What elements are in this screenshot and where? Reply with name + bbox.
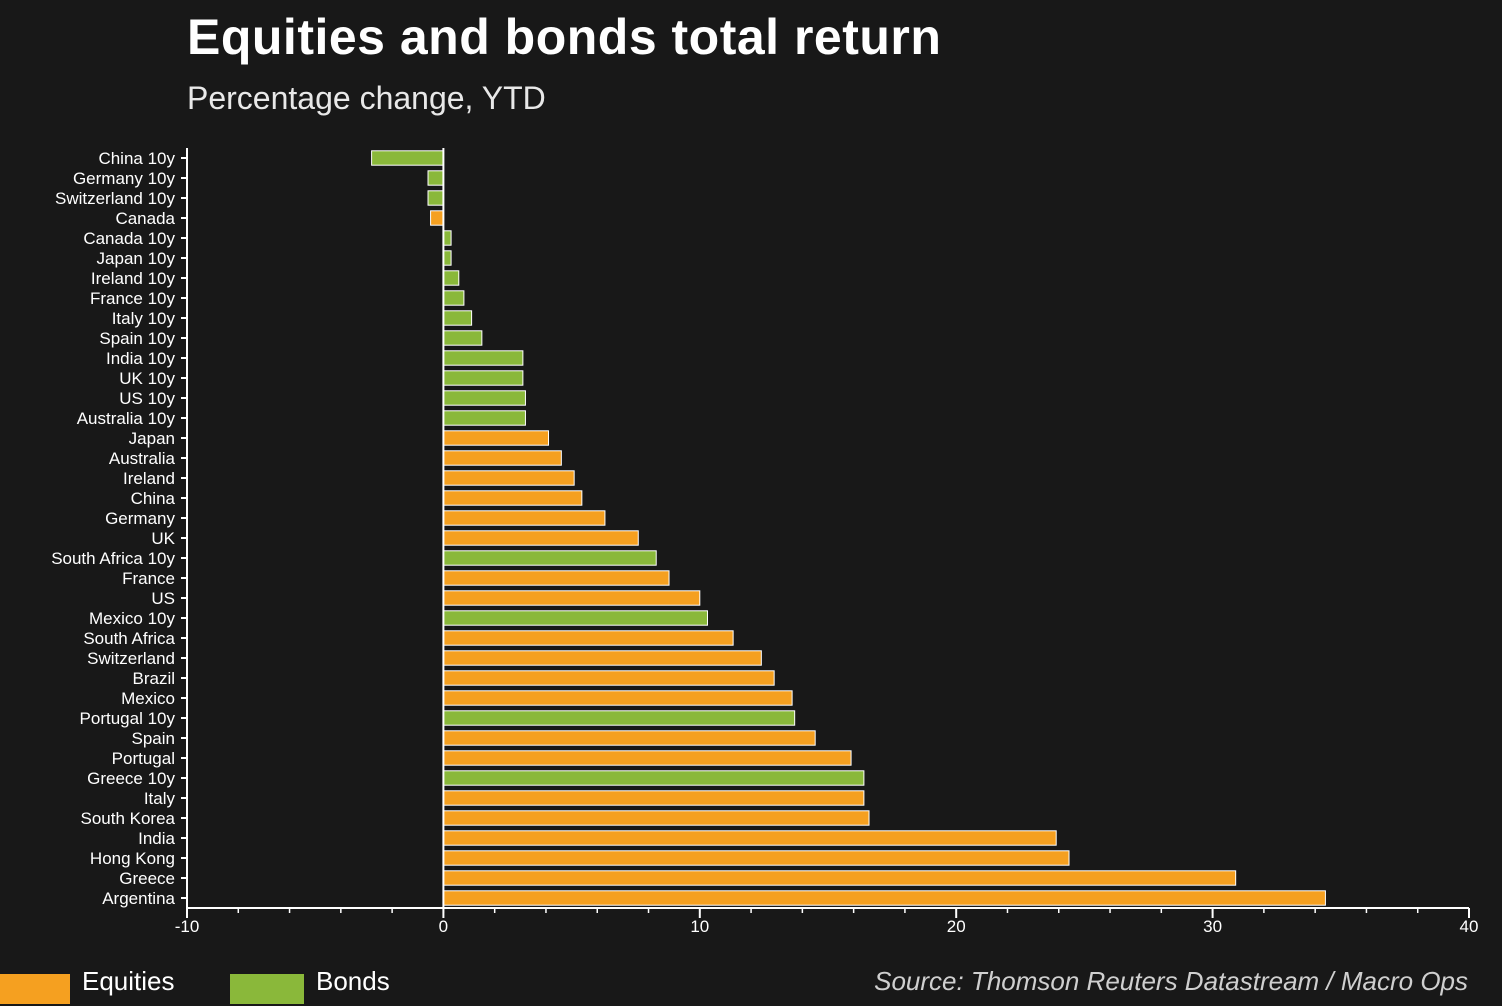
bar [442, 650, 762, 666]
y-tick-label: China [131, 489, 176, 508]
legend-label-bonds: Bonds [316, 966, 390, 996]
x-tick-label: 0 [439, 917, 448, 936]
x-tick-label: 10 [690, 917, 709, 936]
x-tick-label: -10 [175, 917, 200, 936]
y-tick-label: South Korea [80, 809, 175, 828]
y-tick-label: Mexico [121, 689, 175, 708]
y-tick-label: Greece 10y [87, 769, 175, 788]
bar [442, 370, 524, 386]
y-tick-label: US 10y [119, 389, 175, 408]
y-tick-label: Portugal 10y [80, 709, 176, 728]
y-tick-label: Hong Kong [90, 849, 175, 868]
legend-label-equities: Equities [82, 966, 175, 996]
y-tick-label: US [151, 589, 175, 608]
bar [442, 630, 734, 646]
chart-subtitle: Percentage change, YTD [187, 80, 546, 116]
bar [430, 210, 444, 226]
bar [442, 870, 1237, 886]
bar [442, 290, 465, 306]
y-tick-label: Portugal [112, 749, 175, 768]
x-tick-label: 20 [947, 917, 966, 936]
y-tick-label: India 10y [106, 349, 175, 368]
y-tick-label: South Africa 10y [51, 549, 175, 568]
bar [427, 170, 444, 186]
bar [442, 350, 524, 366]
source-note: Source: Thomson Reuters Datastream / Mac… [874, 966, 1468, 996]
chart-title: Equities and bonds total return [187, 9, 942, 65]
bar [442, 490, 583, 506]
y-tick-label: China 10y [98, 149, 175, 168]
y-tick-label: Italy [144, 789, 176, 808]
y-tick-label: India [138, 829, 175, 848]
legend-swatch-equities [0, 974, 70, 1004]
y-tick-label: Switzerland 10y [55, 189, 176, 208]
y-tick-label: Mexico 10y [89, 609, 175, 628]
bar [442, 590, 701, 606]
bar [442, 890, 1326, 906]
y-tick-label: Japan 10y [97, 249, 176, 268]
bar [442, 850, 1070, 866]
y-tick-label: France [122, 569, 175, 588]
legend-swatch-bonds [230, 974, 304, 1004]
bar [442, 530, 639, 546]
bar [442, 670, 775, 686]
x-tick-label: 40 [1460, 917, 1479, 936]
bar [442, 750, 852, 766]
y-tick-label: Ireland 10y [91, 269, 176, 288]
bar [442, 550, 657, 566]
y-tick-label: Switzerland [87, 649, 175, 668]
y-tick-label: Germany 10y [73, 169, 176, 188]
x-tick-label: 30 [1203, 917, 1222, 936]
bar [442, 390, 526, 406]
y-tick-label: Germany [105, 509, 175, 528]
bar [442, 230, 452, 246]
y-tick-label: Greece [119, 869, 175, 888]
y-tick-label: Ireland [123, 469, 175, 488]
y-tick-label: Canada [115, 209, 175, 228]
bar [442, 610, 708, 626]
bar [442, 510, 606, 526]
y-tick-label: Italy 10y [112, 309, 176, 328]
bar [427, 190, 444, 206]
y-tick-label: Spain [132, 729, 175, 748]
bar [442, 570, 670, 586]
y-tick-label: Australia [109, 449, 176, 468]
bar [442, 250, 452, 266]
bar [442, 430, 550, 446]
bar [442, 710, 796, 726]
y-tick-label: France 10y [90, 289, 176, 308]
y-tick-label: Spain 10y [99, 329, 175, 348]
bar [442, 730, 816, 746]
bar [442, 270, 460, 286]
y-tick-label: Argentina [102, 889, 175, 908]
bar [371, 150, 444, 166]
bar [442, 450, 562, 466]
y-tick-label: Canada 10y [83, 229, 175, 248]
bar [442, 690, 793, 706]
y-tick-label: Brazil [132, 669, 175, 688]
y-tick-label: UK [151, 529, 175, 548]
bar [442, 410, 526, 426]
bar [442, 330, 483, 346]
bar [442, 790, 865, 806]
bar [442, 770, 865, 786]
y-tick-label: South Africa [83, 629, 175, 648]
y-tick-label: Japan [129, 429, 175, 448]
y-tick-label: Australia 10y [77, 409, 176, 428]
y-tick-label: UK 10y [119, 369, 175, 388]
bar [442, 470, 575, 486]
bar [442, 810, 870, 826]
bar [442, 310, 473, 326]
bar [442, 830, 1057, 846]
